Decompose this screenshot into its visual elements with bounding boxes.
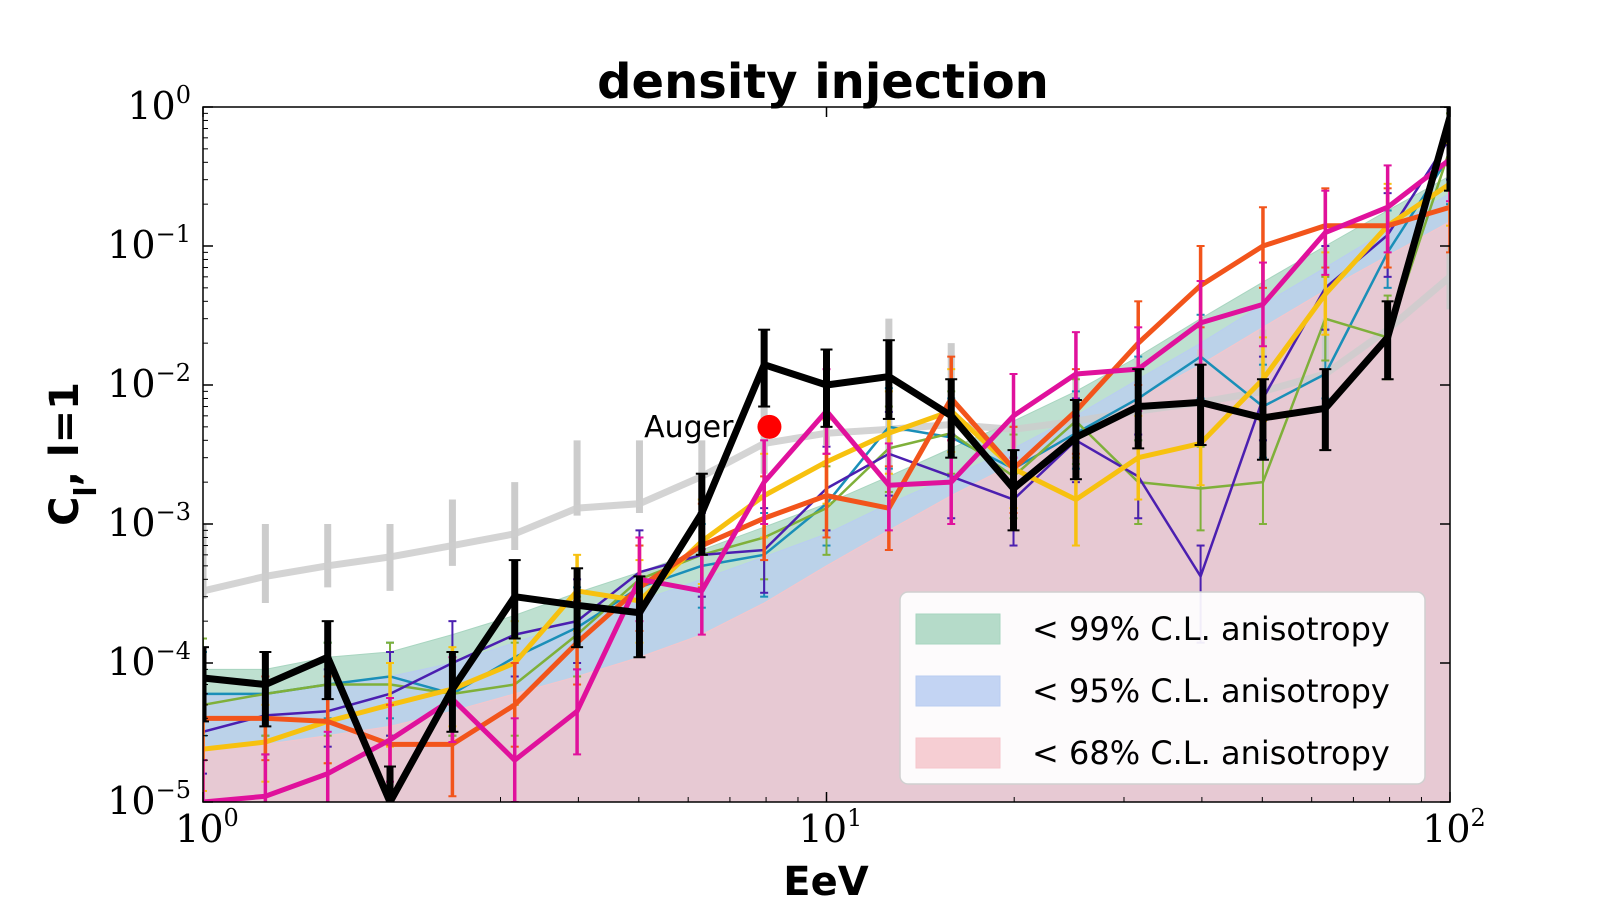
- y-axis-label: Cl, l=1: [42, 382, 104, 526]
- y-tick-label: 10−3: [107, 498, 191, 545]
- y-tick-label: 10−5: [107, 776, 191, 823]
- legend: < 99% C.L. anisotropy < 95% C.L. anisotro…: [899, 591, 1426, 785]
- auger-point: [757, 414, 782, 439]
- y-axis-label-rest: , l=1: [42, 382, 88, 486]
- legend-box: [899, 591, 1426, 785]
- y-axis-label-main: C: [42, 497, 88, 526]
- y-tick-label: 10−4: [107, 637, 191, 684]
- y-tick-label: 10−1: [107, 220, 191, 267]
- y-tick-label: 10−2: [107, 359, 191, 406]
- legend-label-2: < 68% C.L. anisotropy: [1032, 734, 1390, 772]
- series-line-orange: [203, 204, 1450, 747]
- x-tick-label: 101: [799, 804, 863, 851]
- chart-title: density injection: [597, 54, 1049, 110]
- y-tick-label: 100: [127, 81, 191, 128]
- legend-swatch-0: [915, 613, 1001, 645]
- x-tick-label: 100: [175, 804, 239, 851]
- legend-swatch-2: [915, 737, 1001, 769]
- series-line-black: [203, 115, 1450, 802]
- auger-label: Auger: [644, 410, 734, 445]
- legend-swatch-1: [915, 675, 1001, 707]
- series-black: [203, 107, 1450, 802]
- y-axis-label-subscript: l: [69, 486, 104, 496]
- series-layer: [203, 107, 1450, 802]
- annotation-layer: Auger: [644, 410, 782, 445]
- x-axis-label: EeV: [783, 859, 868, 900]
- legend-label-0: < 99% C.L. anisotropy: [1032, 610, 1390, 648]
- legend-label-1: < 95% C.L. anisotropy: [1032, 672, 1390, 710]
- axis-ticks: 100 101 102 100 10−1 10−2 10−3 10−4 10−5: [107, 81, 1486, 851]
- x-tick-label: 102: [1422, 804, 1486, 851]
